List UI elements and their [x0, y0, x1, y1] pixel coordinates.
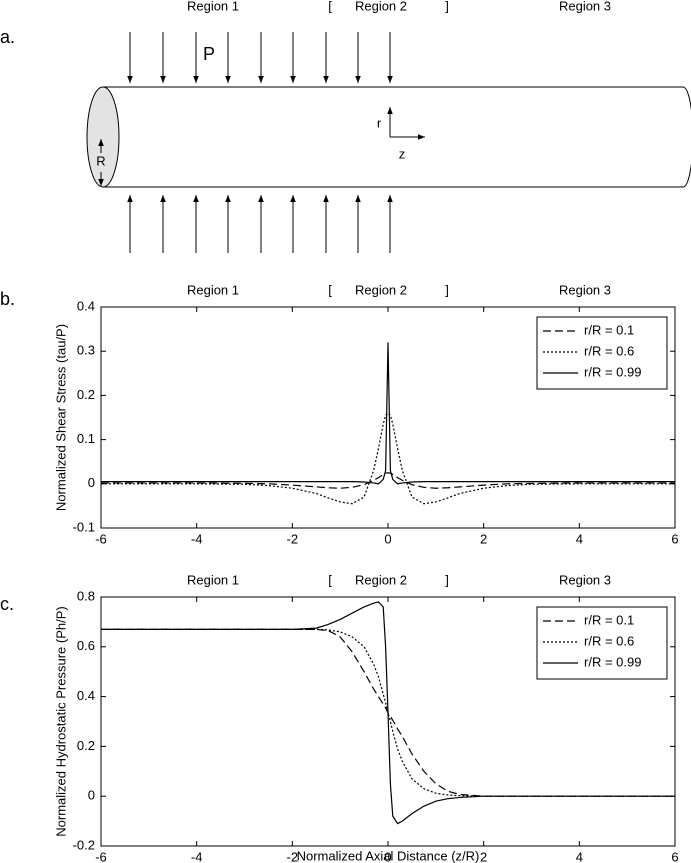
region-label: Region 1 [187, 282, 239, 297]
y-tick-label: 0.4 [77, 688, 95, 703]
legend-label: r/R = 0.6 [584, 343, 634, 358]
region-label: [ [328, 0, 332, 13]
y-tick-label: -0.1 [73, 519, 95, 534]
region-label: ] [445, 572, 449, 587]
y-tick-label: 0 [88, 475, 95, 490]
region-label: Region 1 [187, 0, 239, 13]
region-label: ] [445, 0, 449, 13]
x-tick-label: 0 [384, 531, 391, 546]
x-tick-label: -4 [191, 849, 203, 863]
panel-label: b. [0, 289, 15, 309]
cylinder-end [682, 86, 691, 188]
x-tick-label: 2 [480, 849, 487, 863]
x-tick-label: -2 [287, 531, 299, 546]
region-label: Region 1 [187, 572, 239, 587]
data-line [101, 412, 675, 505]
y-tick-label: 0.4 [77, 298, 95, 313]
y-tick-label: 0.8 [77, 588, 95, 603]
region-label: Region 2 [355, 282, 407, 297]
region-label: Region 3 [559, 0, 611, 13]
radius-label: R [96, 153, 105, 168]
data-line [101, 342, 675, 485]
legend-box [536, 316, 668, 390]
region-label: Region 2 [355, 572, 407, 587]
axis-label: r [377, 115, 382, 130]
y-tick-label: 0.2 [77, 387, 95, 402]
data-line [101, 472, 675, 489]
region-label: Region 2 [355, 0, 407, 13]
region-label: ] [445, 282, 449, 297]
legend-label: r/R = 0.1 [584, 322, 634, 337]
pressure-label: P [203, 44, 215, 64]
x-tick-label: -4 [191, 531, 203, 546]
region-label: Region 3 [559, 572, 611, 587]
y-tick-label: 0 [88, 788, 95, 803]
legend-label: r/R = 0.99 [584, 364, 641, 379]
x-tick-label: -6 [95, 531, 107, 546]
y-tick-label: 0.3 [77, 343, 95, 358]
panel-label: a. [0, 27, 15, 47]
legend-label: r/R = 0.1 [584, 612, 634, 627]
y-tick-label: 0.1 [77, 431, 95, 446]
x-tick-label: 4 [576, 531, 583, 546]
legend-label: r/R = 0.99 [584, 654, 641, 669]
x-tick-label: 4 [576, 849, 583, 863]
region-label: Region 3 [559, 282, 611, 297]
diagram: a. Region 1 [ Region 2 ] Region 3 R P r … [0, 0, 691, 253]
x-tick-label: 2 [480, 531, 487, 546]
y-tick-label: 0.6 [77, 638, 95, 653]
data-line [101, 601, 675, 825]
x-axis-label: Normalized Axial Distance (z/R) [297, 848, 480, 863]
x-tick-label: 6 [671, 849, 678, 863]
x-tick-label: -2 [287, 849, 299, 863]
region-label: [ [328, 572, 332, 587]
axis-label: z [399, 146, 406, 161]
x-tick-label: -6 [95, 849, 107, 863]
cylinder-face [86, 86, 120, 188]
region-label: [ [328, 282, 332, 297]
panel-label: c. [0, 594, 14, 614]
x-tick-label: 0 [384, 849, 391, 863]
legend-label: r/R = 0.6 [584, 633, 634, 648]
y-tick-label: 0.2 [77, 738, 95, 753]
x-tick-label: 6 [671, 531, 678, 546]
y-axis-label: Normalized Hydrostatic Pressure (Ph/P) [53, 606, 68, 836]
y-tick-label: -0.2 [73, 837, 95, 852]
legend-box [536, 606, 668, 680]
y-axis-label: Normalized Shear Stress (tau/P) [53, 324, 68, 511]
